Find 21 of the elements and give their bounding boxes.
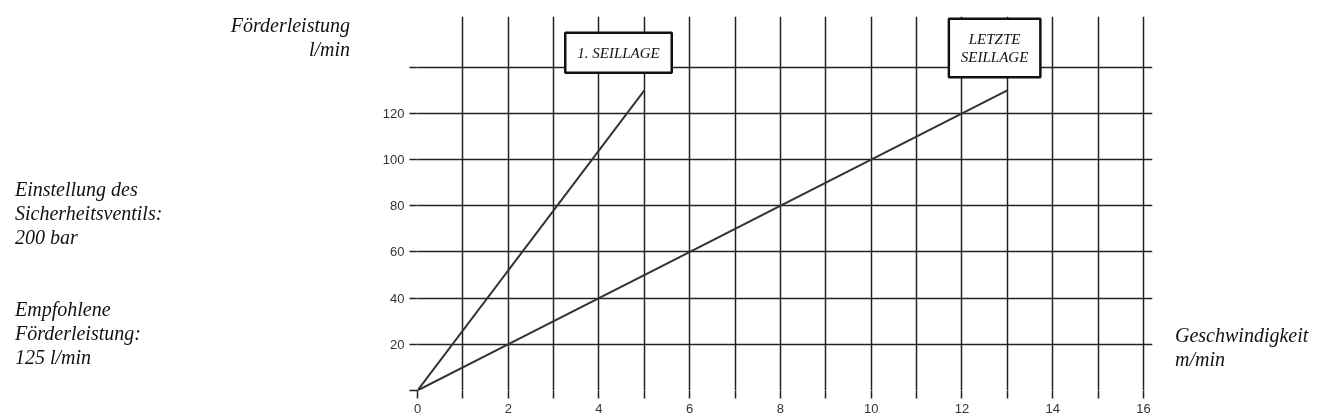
text: Empfohlene Förderleistung: 125 l/min [15, 297, 141, 369]
x-tick-label: 16 [1136, 400, 1151, 415]
x-tick-label: 0 [413, 400, 422, 415]
x-tick-label: 8 [776, 400, 785, 415]
x-tick-label: 6 [686, 400, 694, 415]
x-tick-label: 12 [954, 400, 970, 415]
x-axis-title: Geschwindigkeit m/min [1175, 323, 1309, 371]
y-tick-label: 100 [382, 152, 405, 168]
x-tick-label: 2 [504, 400, 512, 415]
y-tick-label: 40 [390, 290, 405, 306]
text: 1. SEILLAGE [577, 44, 660, 61]
text: LETZTE SEILLAGE [960, 30, 1029, 66]
x-tick-label: 4 [595, 400, 603, 415]
x-tick-label: 14 [1045, 400, 1060, 415]
x-tick-label: 10 [863, 400, 879, 415]
y-tick-label: 120 [382, 105, 405, 121]
text: Einstellung des Sicherheitsventils: 200 bar [15, 177, 163, 249]
y-tick-label: 20 [390, 336, 405, 352]
y-axis-title: Förderleistung l/min [229, 13, 350, 61]
y-tick-label: 60 [390, 244, 405, 260]
y-tick-label: 80 [390, 198, 405, 214]
